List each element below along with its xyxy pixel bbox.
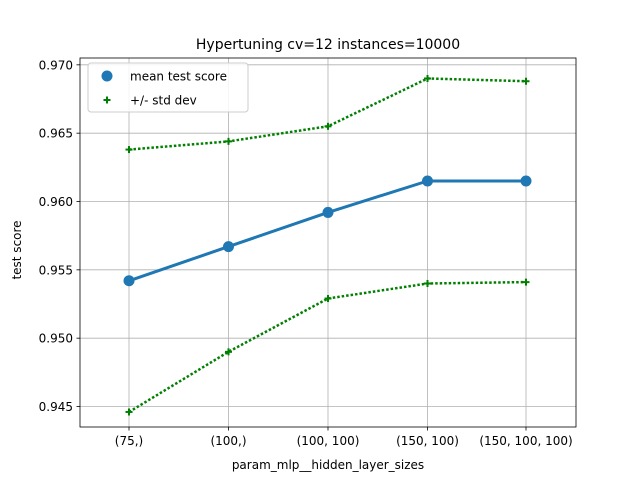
point-lower bbox=[125, 408, 133, 416]
legend-marker-upper bbox=[103, 96, 111, 104]
series bbox=[123, 75, 532, 416]
y-tick-label: 0.960 bbox=[39, 195, 73, 209]
legend-frame bbox=[87, 62, 249, 113]
y-tick-label: 0.970 bbox=[39, 58, 73, 72]
y-tick-label: 0.945 bbox=[39, 400, 73, 414]
chart-title: Hypertuning cv=12 instances=10000 bbox=[196, 37, 460, 53]
legend-marker-mean bbox=[101, 70, 113, 82]
point-mean bbox=[223, 241, 234, 253]
point-lower bbox=[424, 280, 431, 287]
point-mean bbox=[422, 175, 433, 187]
point-lower bbox=[324, 295, 332, 303]
point-upper bbox=[324, 122, 332, 130]
x-axis-label: param_mlp__hidden_layer_sizes bbox=[232, 458, 424, 472]
point-upper bbox=[125, 146, 133, 154]
x-tick-label: (150, 100, 100) bbox=[479, 434, 572, 448]
y-tick-label: 0.965 bbox=[39, 127, 73, 141]
x-tick-label: (100,) bbox=[210, 434, 246, 448]
point-upper bbox=[225, 137, 232, 145]
x-tick-label: (75,) bbox=[115, 434, 143, 448]
point-mean bbox=[322, 206, 334, 218]
legend-label-mean: mean test score bbox=[130, 70, 227, 84]
x-tick-label: (100, 100) bbox=[297, 434, 360, 448]
point-lower bbox=[522, 278, 530, 286]
series-line-lower bbox=[128, 280, 527, 414]
plot-frame bbox=[79, 57, 577, 428]
y-tick-label: 0.950 bbox=[39, 332, 73, 346]
x-tick-label: (150, 100) bbox=[396, 434, 459, 448]
point-mean bbox=[123, 275, 135, 287]
point-lower bbox=[225, 348, 232, 356]
y-axis-label: test score bbox=[10, 220, 24, 279]
legend-label-upper: +/- std dev bbox=[130, 94, 197, 108]
legend: mean test score +/- std dev bbox=[87, 62, 249, 113]
y-tick-label: 0.955 bbox=[39, 263, 73, 277]
axes: 0.945 0.950 0.955 0.960 0.965 0.970 (75,) (100,… bbox=[39, 57, 577, 448]
point-mean bbox=[520, 175, 532, 187]
point-upper bbox=[424, 75, 431, 82]
point-upper bbox=[522, 77, 530, 85]
